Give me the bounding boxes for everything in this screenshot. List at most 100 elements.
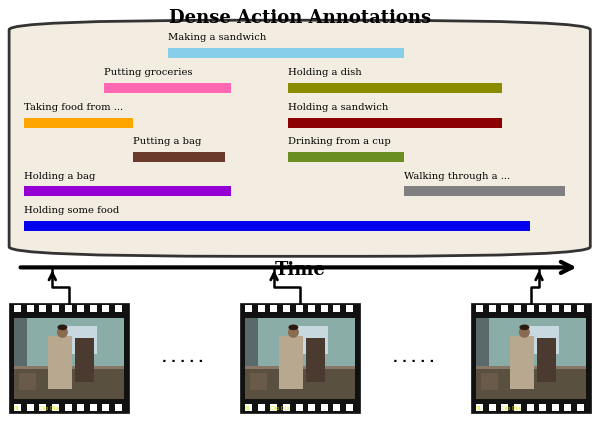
Bar	[527, 305, 533, 312]
Bar	[577, 305, 584, 312]
Bar	[289, 152, 404, 162]
Bar	[245, 368, 355, 398]
Text: Drinking from a cup: Drinking from a cup	[289, 137, 391, 146]
Text: Putting groceries: Putting groceries	[104, 68, 193, 77]
Bar	[552, 305, 559, 312]
Bar	[250, 373, 267, 390]
Bar	[346, 404, 353, 411]
Bar	[52, 404, 59, 411]
Bar	[536, 338, 556, 382]
Text: . . . . .: . . . . .	[394, 352, 434, 365]
Bar	[488, 404, 496, 411]
Bar	[240, 303, 360, 413]
Ellipse shape	[58, 324, 67, 330]
Bar	[40, 404, 46, 411]
Bar	[103, 404, 109, 411]
Ellipse shape	[288, 327, 299, 338]
Bar	[296, 404, 302, 411]
Text: Clip 01a: Clip 01a	[501, 406, 521, 411]
Bar	[481, 373, 498, 390]
Bar	[283, 404, 290, 411]
Text: Taking food from ...: Taking food from ...	[23, 103, 122, 112]
Bar	[9, 303, 129, 413]
Bar	[77, 305, 84, 312]
Bar	[48, 336, 73, 389]
Bar	[133, 152, 225, 162]
Bar	[476, 305, 483, 312]
Text: Holding a bag: Holding a bag	[23, 172, 95, 181]
Ellipse shape	[519, 327, 530, 338]
Bar	[321, 404, 328, 411]
Bar	[115, 305, 122, 312]
Text: 01: 01	[245, 406, 251, 411]
Bar	[90, 404, 97, 411]
Text: Holding some food: Holding some food	[23, 206, 119, 215]
Bar	[14, 318, 124, 398]
Bar	[245, 305, 252, 312]
Bar	[23, 221, 530, 231]
Bar	[539, 305, 546, 312]
Bar	[305, 338, 325, 382]
Ellipse shape	[289, 324, 298, 330]
Bar	[64, 326, 97, 354]
Bar	[471, 303, 591, 413]
Bar	[90, 305, 97, 312]
Bar	[334, 305, 340, 312]
Text: 01: 01	[476, 406, 482, 411]
Bar	[514, 404, 521, 411]
Bar	[40, 305, 46, 312]
Bar	[289, 83, 502, 93]
Bar	[514, 305, 521, 312]
Bar	[296, 305, 302, 312]
Bar	[103, 305, 109, 312]
Bar	[346, 305, 353, 312]
Ellipse shape	[57, 327, 68, 338]
Bar	[488, 305, 496, 312]
Bar	[502, 404, 508, 411]
Bar	[404, 187, 565, 196]
Bar	[476, 318, 489, 398]
FancyBboxPatch shape	[9, 20, 590, 256]
Text: Clip 01a: Clip 01a	[39, 406, 59, 411]
Bar	[577, 404, 584, 411]
Text: Holding a dish: Holding a dish	[289, 68, 362, 77]
Bar	[502, 305, 508, 312]
Bar	[289, 118, 502, 128]
Bar	[283, 305, 290, 312]
Bar	[245, 318, 355, 398]
Bar	[14, 404, 21, 411]
Bar	[245, 366, 355, 369]
Ellipse shape	[520, 324, 529, 330]
Bar	[279, 336, 304, 389]
Text: Dense Action Annotations: Dense Action Annotations	[169, 9, 431, 27]
Bar	[334, 404, 340, 411]
Bar	[565, 305, 571, 312]
Bar	[308, 305, 315, 312]
Bar	[526, 326, 559, 354]
Bar	[245, 404, 252, 411]
Bar	[26, 404, 34, 411]
Bar	[308, 404, 315, 411]
Bar	[19, 373, 36, 390]
Bar	[476, 368, 586, 398]
Bar	[104, 83, 231, 93]
Bar	[23, 187, 231, 196]
Text: Time: Time	[275, 261, 325, 279]
Bar	[23, 118, 133, 128]
Bar	[271, 305, 277, 312]
Bar	[14, 368, 124, 398]
Bar	[74, 338, 94, 382]
Bar	[321, 305, 328, 312]
Bar	[510, 336, 535, 389]
Bar	[476, 318, 586, 398]
Text: Walking through a ...: Walking through a ...	[404, 172, 510, 181]
Bar	[476, 366, 586, 369]
Text: 01: 01	[14, 406, 20, 411]
Text: Putting a bag: Putting a bag	[133, 137, 202, 146]
Text: Clip 01a: Clip 01a	[270, 406, 290, 411]
Text: . . . . .: . . . . .	[163, 352, 203, 365]
Bar	[65, 404, 71, 411]
Bar	[52, 305, 59, 312]
Text: Holding a sandwich: Holding a sandwich	[289, 103, 389, 112]
Bar	[527, 404, 533, 411]
